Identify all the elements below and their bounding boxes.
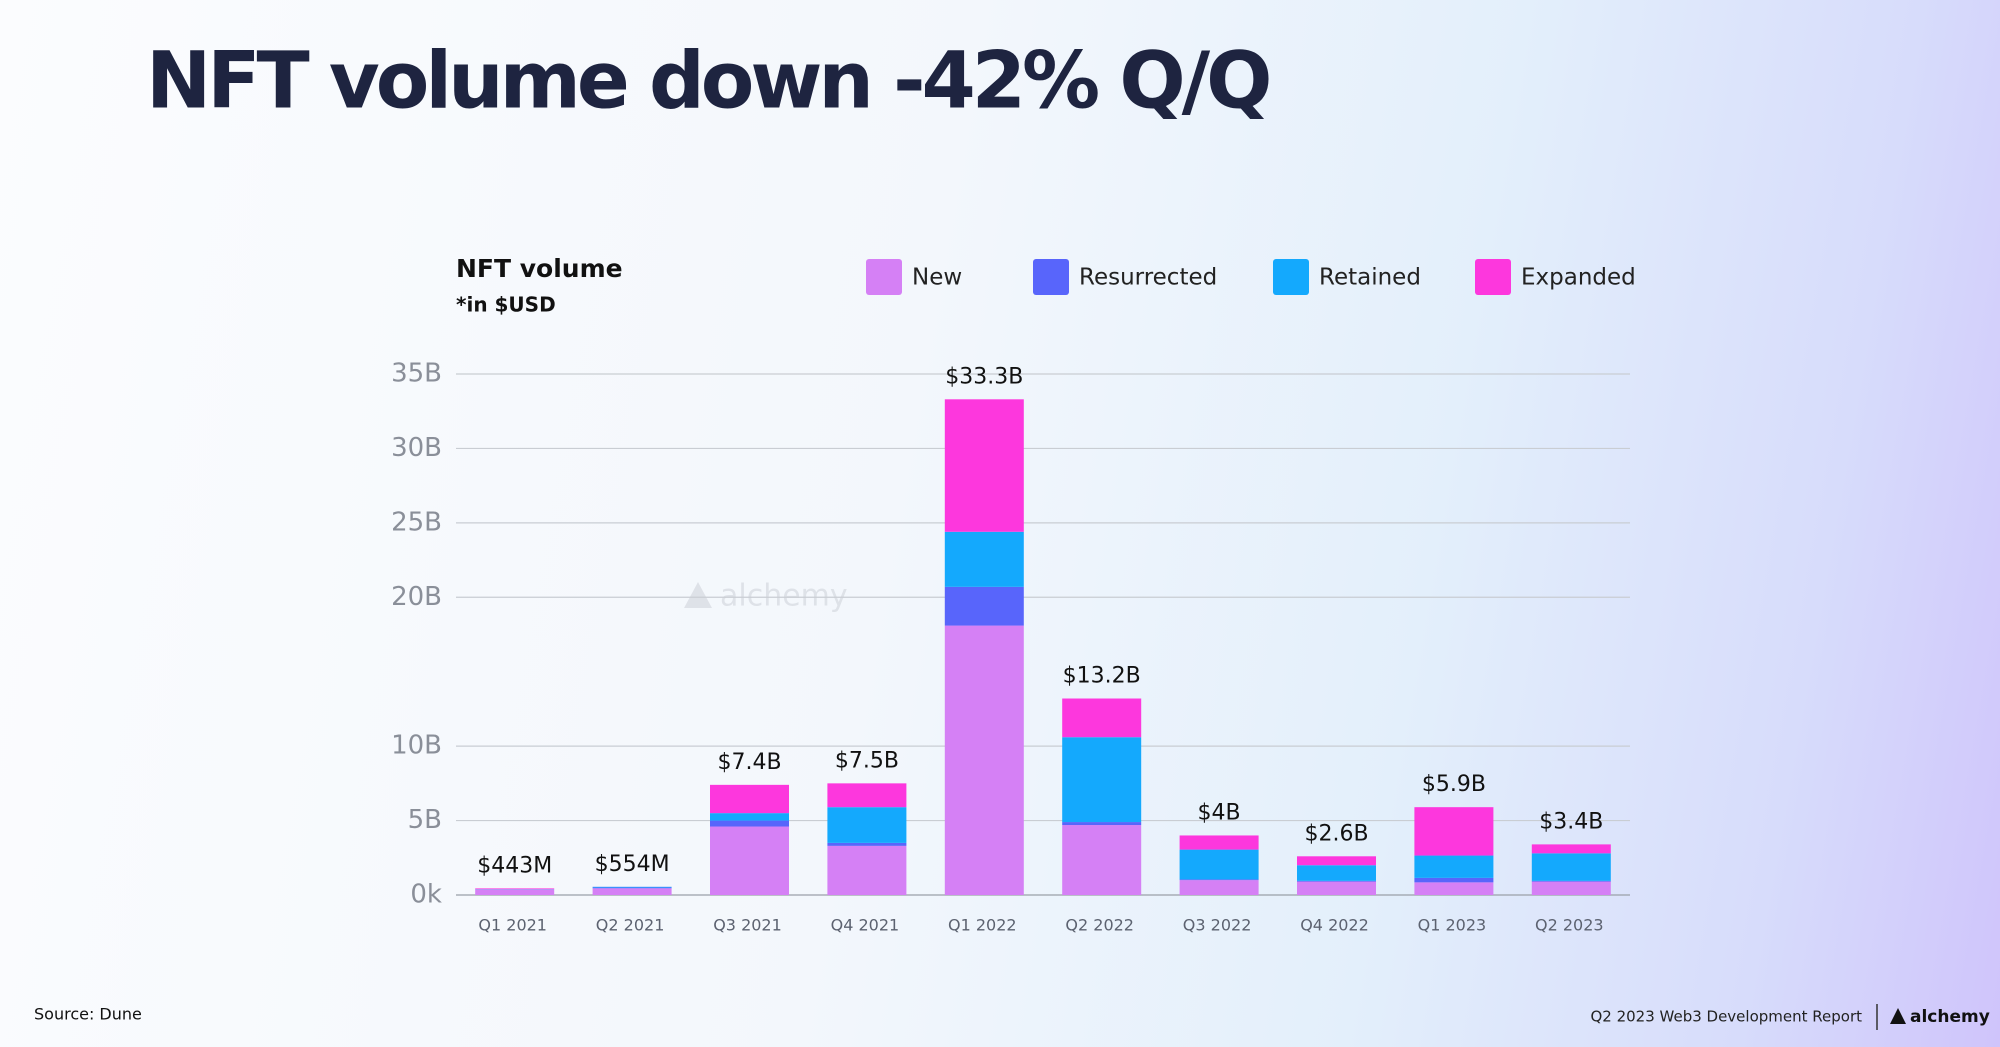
- bar-segment: [827, 842, 907, 846]
- bar-segment: [1414, 807, 1494, 856]
- y-tick-label: 0k: [410, 880, 442, 910]
- bar-segment: [1531, 853, 1611, 881]
- bar-segment: [827, 845, 907, 895]
- watermark-logo: [684, 582, 712, 608]
- chart-title: NFT volume: [456, 254, 623, 283]
- legend-label: Expanded: [1521, 265, 1636, 291]
- watermark-group: alchemy: [684, 579, 848, 614]
- bar-segment: [592, 888, 672, 895]
- x-tick-label: Q2 2022: [1065, 916, 1134, 935]
- source: Source: Dune: [34, 1005, 142, 1024]
- legend-swatch: [1273, 259, 1309, 295]
- bar-segment: [1531, 880, 1611, 882]
- bar-segment: [710, 784, 789, 814]
- chart-subtitle: *in $USD: [456, 293, 556, 317]
- y-tick-label: 35B: [391, 359, 442, 389]
- x-tick-label: Q1 2021: [478, 916, 547, 935]
- x-tick-label: Q3 2022: [1183, 916, 1252, 935]
- x-tick-label: Q4 2022: [1300, 916, 1369, 935]
- bar-segment: [1297, 880, 1376, 882]
- bar-segment: [710, 820, 789, 827]
- x-tick-label: Q3 2021: [713, 916, 782, 935]
- bar-segment: [944, 399, 1024, 532]
- y-tick-label: 10B: [391, 731, 442, 761]
- x-tick-label: Q1 2022: [948, 916, 1017, 935]
- total-label: $7.4B: [717, 750, 781, 775]
- bar-segment: [944, 586, 1024, 626]
- bar-segment: [1297, 881, 1376, 895]
- bar-segment: [944, 625, 1024, 895]
- total-label: $5.9B: [1422, 772, 1486, 797]
- total-label: $13.2B: [1063, 664, 1141, 689]
- bar-segment: [592, 886, 672, 888]
- total-label: $7.5B: [835, 748, 899, 773]
- total-label: $554M: [595, 852, 670, 877]
- bar-segment: [1414, 882, 1494, 895]
- bar-segment: [475, 889, 555, 895]
- bar-segment: [1414, 855, 1494, 878]
- legend-label: Resurrected: [1079, 265, 1217, 291]
- brand-logo: [1890, 1008, 1906, 1024]
- bar-segment: [1297, 856, 1376, 866]
- bar-segment: [592, 887, 672, 889]
- legend-swatch: [1033, 259, 1069, 295]
- y-tick-label: 30B: [391, 433, 442, 463]
- bar-segment: [1531, 881, 1611, 895]
- y-tick-label: 5B: [408, 805, 442, 835]
- total-label: $443M: [477, 853, 552, 878]
- legend-label: New: [912, 265, 962, 291]
- y-tick-label: 25B: [391, 507, 442, 537]
- bar-segment: [1297, 865, 1376, 881]
- bar-segment: [710, 813, 789, 821]
- report-name: Q2 2023 Web3 Development Report: [1590, 1008, 1862, 1026]
- bar-segment: [475, 888, 555, 890]
- total-label: $3.4B: [1539, 809, 1603, 834]
- x-tick-label: Q2 2023: [1535, 916, 1604, 935]
- bar-segment: [710, 826, 789, 895]
- x-tick-label: Q4 2021: [831, 916, 900, 935]
- brand: alchemy: [1910, 1007, 1990, 1027]
- bar-segment: [1062, 825, 1142, 895]
- bar-segment: [1062, 698, 1142, 738]
- total-label: $4B: [1198, 800, 1241, 825]
- bar-segment: [1531, 844, 1611, 854]
- y-tick-label: 20B: [391, 582, 442, 612]
- bar-segment: [944, 531, 1024, 587]
- total-label: $2.6B: [1304, 821, 1368, 846]
- bar-segment: [1179, 880, 1259, 895]
- x-tick-label: Q2 2021: [596, 916, 665, 935]
- bar-segment: [827, 783, 907, 808]
- page-title: NFT volume down -42% Q/Q: [146, 36, 1269, 126]
- bar-segment: [1179, 849, 1259, 880]
- x-tick-label: Q1 2023: [1418, 916, 1487, 935]
- legend-label: Retained: [1319, 265, 1421, 291]
- bar-segment: [1414, 877, 1494, 883]
- bar-segment: [827, 807, 907, 843]
- legend-swatch: [1475, 259, 1511, 295]
- bar-segment: [1179, 879, 1259, 881]
- bar-segment: [1062, 822, 1142, 826]
- bar-segment: [1062, 737, 1142, 823]
- legend-swatch: [866, 259, 902, 295]
- watermark: alchemy: [720, 579, 848, 614]
- total-label: $33.3B: [945, 364, 1023, 389]
- bar-segment: [1179, 835, 1259, 850]
